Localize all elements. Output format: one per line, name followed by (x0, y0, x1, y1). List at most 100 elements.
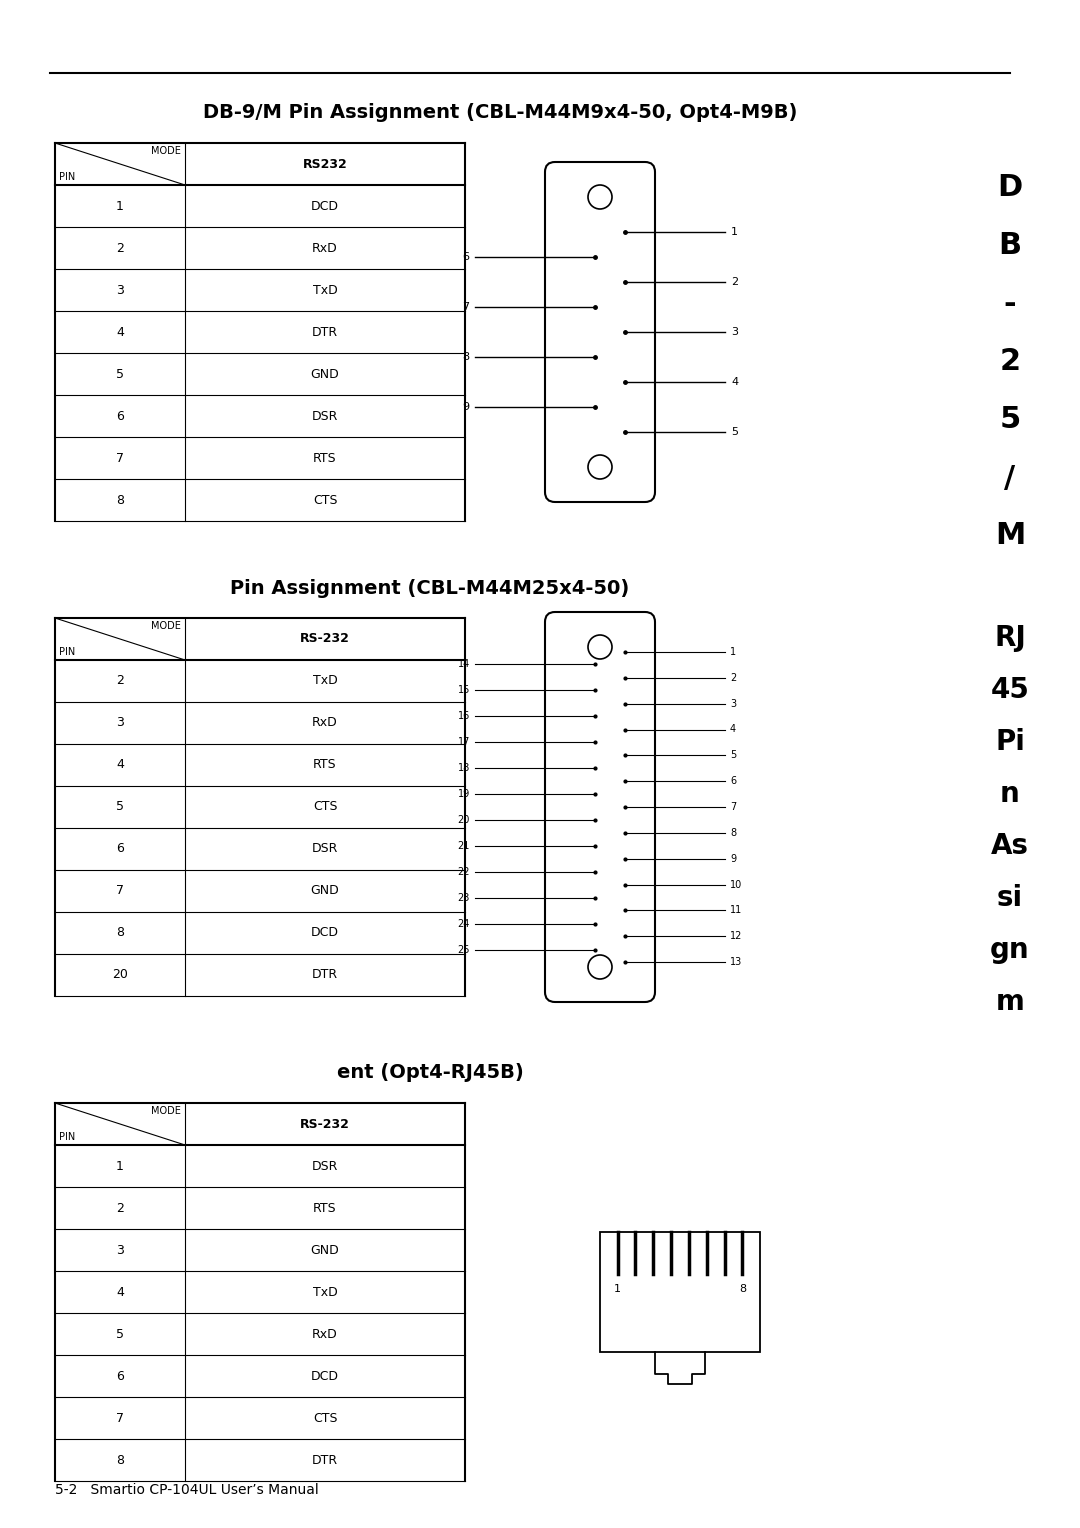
FancyBboxPatch shape (545, 613, 654, 1002)
Text: 8: 8 (730, 828, 737, 837)
Text: 1: 1 (730, 646, 737, 657)
Text: RS-232: RS-232 (300, 1117, 350, 1131)
Text: DB-9/M Pin Assignment (CBL-M44M9x4-50, Opt4-M9B): DB-9/M Pin Assignment (CBL-M44M9x4-50, O… (203, 104, 797, 122)
Text: 6: 6 (116, 410, 124, 423)
Text: 5: 5 (116, 1328, 124, 1340)
Text: RxD: RxD (312, 241, 338, 255)
Text: PIN: PIN (59, 1132, 76, 1141)
Text: 13: 13 (730, 957, 742, 967)
Text: 21: 21 (458, 840, 470, 851)
Text: 1: 1 (615, 1284, 621, 1294)
Text: 14: 14 (458, 659, 470, 669)
Bar (600, 1232, 760, 1352)
Text: As: As (991, 833, 1029, 860)
Text: 10: 10 (730, 880, 742, 889)
Text: 2: 2 (999, 347, 1021, 376)
Text: MODE: MODE (151, 620, 181, 631)
Text: DTR: DTR (312, 969, 338, 981)
Text: DTR: DTR (312, 1453, 338, 1467)
Text: 8: 8 (116, 1453, 124, 1467)
Text: 6: 6 (462, 252, 469, 261)
Text: 1: 1 (116, 1160, 124, 1172)
Text: 4: 4 (116, 1285, 124, 1299)
Text: 3: 3 (731, 327, 738, 338)
Text: Pin Assignment (CBL-M44M25x4-50): Pin Assignment (CBL-M44M25x4-50) (230, 579, 630, 597)
Text: MODE: MODE (151, 147, 181, 156)
Text: 19: 19 (458, 788, 470, 799)
Text: 6: 6 (116, 1369, 124, 1383)
Text: si: si (997, 885, 1023, 912)
Text: 2: 2 (730, 672, 737, 683)
Text: B: B (998, 232, 1022, 260)
Text: RS232: RS232 (302, 157, 348, 171)
Text: DSR: DSR (312, 410, 338, 423)
Text: 25: 25 (458, 944, 470, 955)
Text: MODE: MODE (151, 1106, 181, 1115)
Circle shape (588, 455, 612, 478)
Text: m: m (996, 989, 1025, 1016)
Text: TxD: TxD (312, 1285, 337, 1299)
Text: 1: 1 (731, 228, 738, 237)
Text: 7: 7 (462, 303, 469, 312)
Text: gn: gn (990, 937, 1030, 964)
Text: 3: 3 (116, 284, 124, 296)
Text: 4: 4 (730, 724, 737, 735)
Text: 11: 11 (730, 905, 742, 915)
Text: DTR: DTR (312, 325, 338, 339)
Text: 7: 7 (730, 802, 737, 811)
Text: TxD: TxD (312, 674, 337, 688)
Text: 5: 5 (731, 426, 738, 437)
Text: 5: 5 (116, 368, 124, 380)
Text: 2: 2 (116, 1201, 124, 1215)
Text: RTS: RTS (313, 451, 337, 465)
Text: 5: 5 (999, 405, 1021, 434)
Text: 20: 20 (458, 814, 470, 825)
Text: 3: 3 (116, 1244, 124, 1256)
Text: 16: 16 (458, 711, 470, 721)
Text: DSR: DSR (312, 1160, 338, 1172)
Text: 8: 8 (116, 494, 124, 506)
Text: DCD: DCD (311, 1369, 339, 1383)
Text: 9: 9 (730, 854, 737, 863)
Text: 9: 9 (462, 402, 469, 413)
Text: RTS: RTS (313, 1201, 337, 1215)
Text: GND: GND (311, 1244, 339, 1256)
Text: /: / (1004, 463, 1015, 492)
Circle shape (588, 955, 612, 979)
Text: DCD: DCD (311, 200, 339, 212)
Text: TxD: TxD (312, 284, 337, 296)
Text: 20: 20 (112, 969, 127, 981)
Text: RS-232: RS-232 (300, 633, 350, 645)
Text: RxD: RxD (312, 1328, 338, 1340)
Text: 4: 4 (116, 758, 124, 772)
Text: RTS: RTS (313, 758, 337, 772)
FancyBboxPatch shape (545, 162, 654, 503)
Text: CTS: CTS (313, 801, 337, 813)
Text: 5: 5 (730, 750, 737, 761)
Text: GND: GND (311, 368, 339, 380)
Text: 15: 15 (458, 685, 470, 695)
Text: ent (Opt4-RJ45B): ent (Opt4-RJ45B) (337, 1063, 524, 1082)
Text: n: n (1000, 779, 1020, 808)
Text: 45: 45 (990, 675, 1029, 704)
Text: 3: 3 (730, 698, 737, 709)
Text: 2: 2 (116, 674, 124, 688)
Text: 8: 8 (116, 926, 124, 940)
Text: RJ: RJ (994, 623, 1026, 652)
Text: 17: 17 (458, 736, 470, 747)
Text: PIN: PIN (59, 646, 76, 657)
Text: 8: 8 (739, 1284, 746, 1294)
Text: DCD: DCD (311, 926, 339, 940)
Text: 1: 1 (116, 200, 124, 212)
Text: 18: 18 (458, 762, 470, 773)
Text: DSR: DSR (312, 842, 338, 856)
Text: RxD: RxD (312, 717, 338, 729)
Text: 5: 5 (116, 801, 124, 813)
Text: 7: 7 (116, 451, 124, 465)
Text: CTS: CTS (313, 1412, 337, 1424)
Text: PIN: PIN (59, 173, 76, 182)
Text: 4: 4 (116, 325, 124, 339)
Text: 2: 2 (116, 241, 124, 255)
Text: 7: 7 (116, 885, 124, 897)
Text: GND: GND (311, 885, 339, 897)
